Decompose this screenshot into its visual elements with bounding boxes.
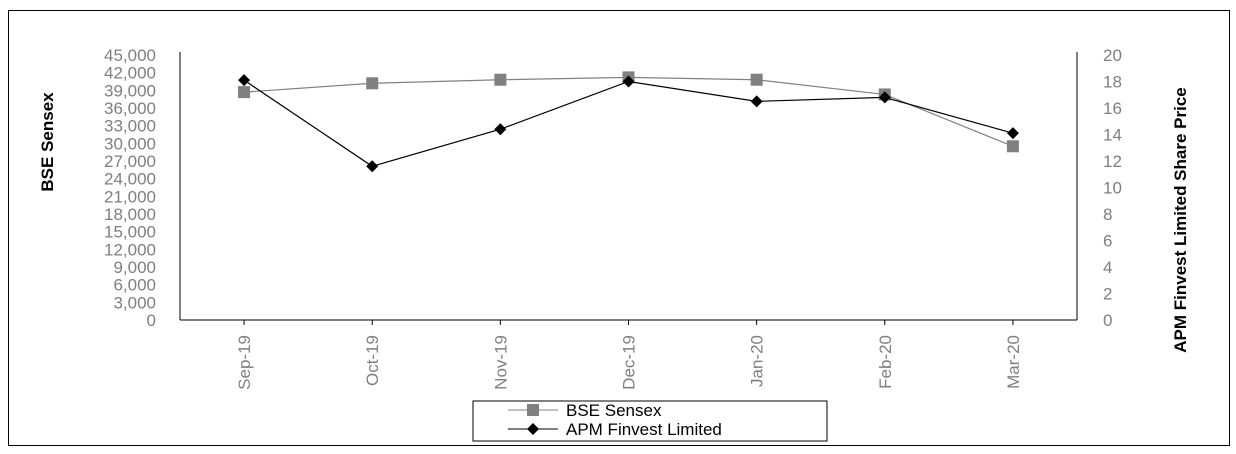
left-tick-label: 33,000 [104,117,156,136]
left-tick-label: 18,000 [104,205,156,224]
left-tick-label: 21,000 [104,187,156,206]
right-tick-label: 2 [1103,285,1112,304]
left-tick-label: 3,000 [113,293,156,312]
apm-finvest-limited-line [243,79,1014,167]
apm-finvest-limited-point [1006,127,1019,140]
x-tick-label: Mar-20 [1004,335,1023,389]
legend-marker-bse [527,404,539,416]
x-tick-label: Feb-20 [876,335,895,389]
x-axis-ticks: Sep-19 Oct-19 Nov-19 Dec-19 Jan-20 Feb-20 Mar-… [235,320,1023,390]
left-tick-label: 42,000 [104,64,156,83]
legend-marker-apm [527,423,539,435]
left-axis-ticks: 45,00042,00039,00036,00033,00030,00027,0… [104,46,156,330]
bse-sensex-point [750,73,763,86]
right-tick-label: 18 [1103,73,1122,92]
right-tick-label: 8 [1103,205,1112,224]
plot-axes [179,52,1078,321]
legend: BSE Sensex APM Finvest Limited [472,400,828,442]
right-tick-label: 16 [1103,99,1122,118]
left-tick-label: 36,000 [104,99,156,118]
left-tick-label: 9,000 [113,258,156,277]
left-tick-label: 0 [147,311,156,330]
bse-sensex-point [1006,140,1019,153]
apm-finvest-limited-point [238,74,251,87]
left-axis-title: BSE Sensex [38,92,57,192]
left-tick-label: 30,000 [104,134,156,153]
right-tick-label: 20 [1103,46,1122,65]
x-tick-label: Oct-19 [363,335,382,386]
left-tick-label: 24,000 [104,170,156,189]
right-tick-label: 12 [1103,152,1122,171]
apm-finvest-limited-point [366,160,379,173]
apm-finvest-limited-point [622,75,635,88]
left-tick-label: 15,000 [104,223,156,242]
right-tick-label: 14 [1103,126,1122,145]
bse-sensex-point [366,77,379,90]
right-axis-title: APM Finvest Limited Share Price [1171,87,1190,352]
series-layer [238,71,1019,173]
chart-frame [8,10,1230,446]
x-tick-label: Nov-19 [491,335,510,390]
left-tick-label: 27,000 [104,152,156,171]
x-tick-label: Dec-19 [620,335,639,390]
right-tick-label: 4 [1103,258,1112,277]
right-tick-label: 6 [1103,232,1112,251]
bse-sensex-point [238,86,251,99]
left-tick-label: 12,000 [104,240,156,259]
right-tick-label: 10 [1103,179,1122,198]
bse-sensex-point [494,73,507,86]
legend-label-bse: BSE Sensex [566,401,662,420]
apm-finvest-limited-point [750,95,763,108]
apm-finvest-limited-point [878,91,891,104]
x-tick-label: Jan-20 [748,335,767,387]
left-tick-label: 45,000 [104,46,156,65]
left-tick-label: 39,000 [104,81,156,100]
x-tick-label: Sep-19 [235,335,254,390]
left-tick-label: 6,000 [113,276,156,295]
right-tick-label: 0 [1103,311,1112,330]
legend-label-apm: APM Finvest Limited [566,420,722,439]
bse-sensex-line [244,76,1014,147]
apm-finvest-limited-point [494,123,507,136]
